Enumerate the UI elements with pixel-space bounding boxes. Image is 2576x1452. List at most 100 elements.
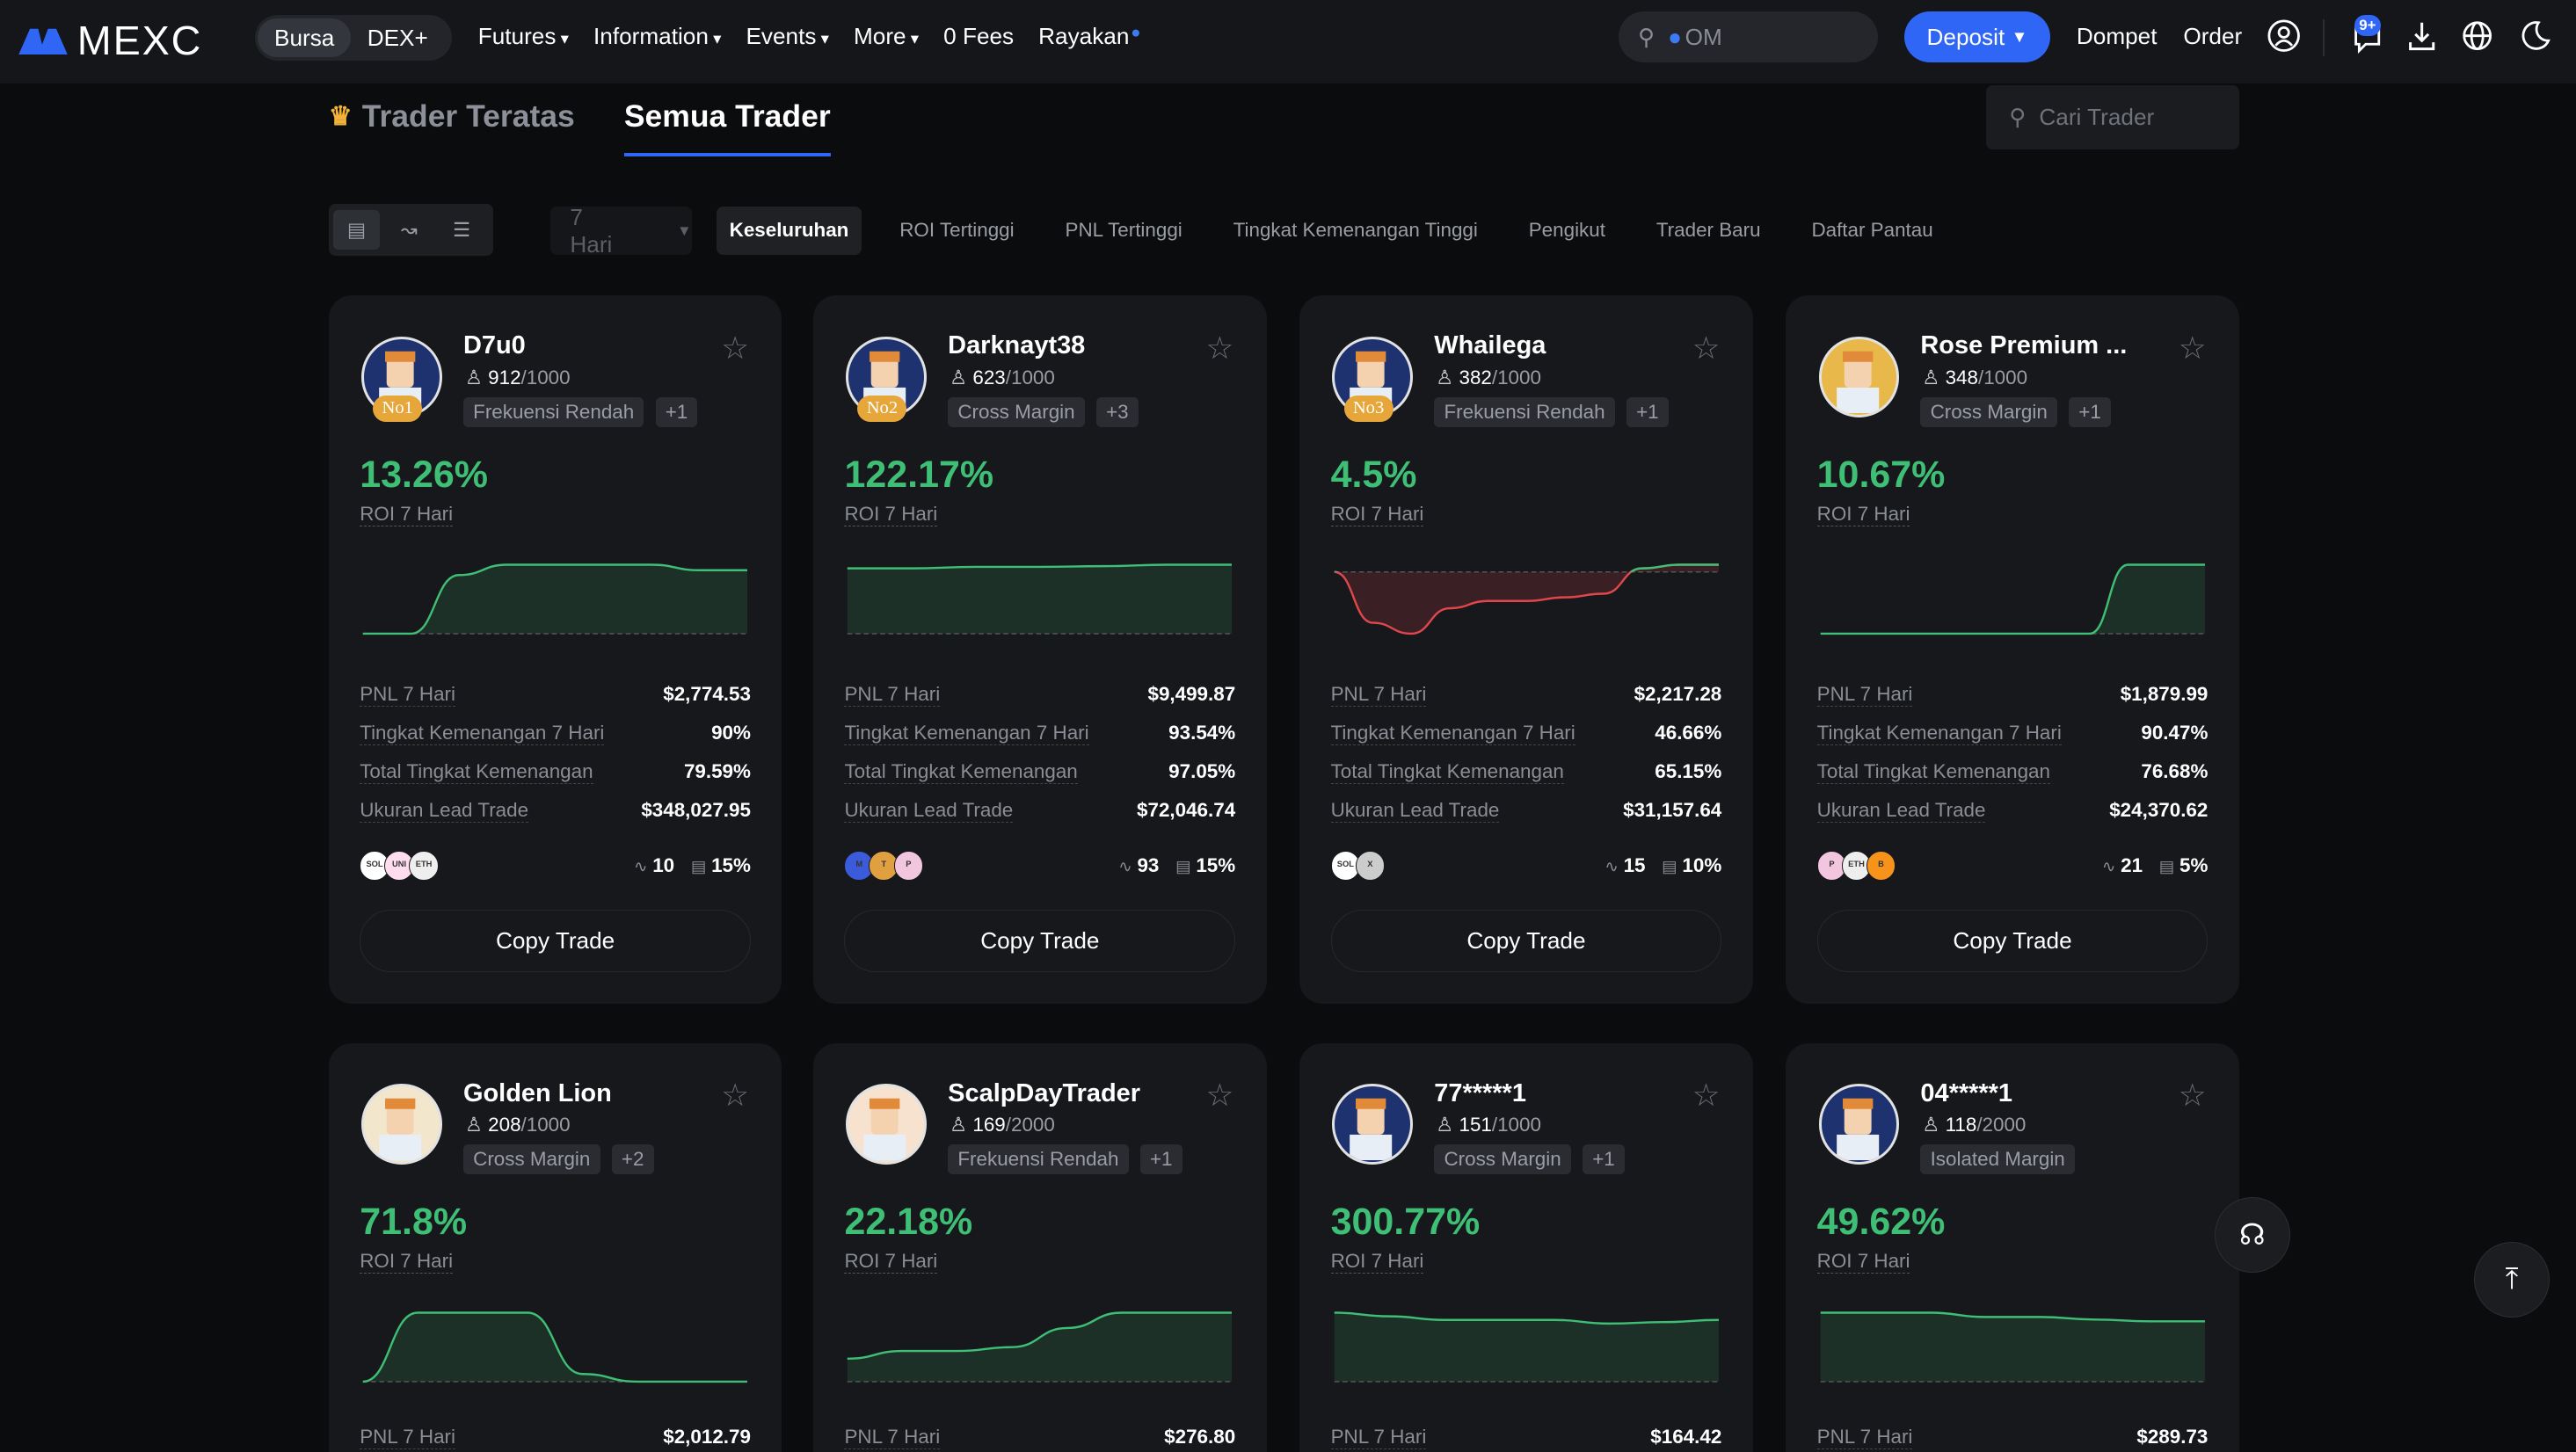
copy-trade-button[interactable]: Copy Trade <box>1816 910 2209 973</box>
filter-6[interactable]: Daftar Pantau <box>1811 219 1933 242</box>
roi-label[interactable]: ROI 7 Hari <box>844 502 938 526</box>
filter-4[interactable]: Pengikut <box>1528 219 1605 242</box>
roi-label[interactable]: ROI 7 Hari <box>360 1249 454 1274</box>
roi-label[interactable]: ROI 7 Hari <box>1330 502 1424 526</box>
avatar[interactable] <box>1818 337 1900 417</box>
market-search[interactable]: ⚲ ● OM <box>1618 11 1878 62</box>
trader-card[interactable]: Golden Lion ☆ ♙ 208/1000 Cross Margin +2 71.8… <box>328 1042 782 1452</box>
stat-label[interactable]: PNL 7 Hari <box>360 683 455 708</box>
stat-label[interactable]: PNL 7 Hari <box>1330 683 1427 708</box>
trader-card[interactable]: Rose Premium ... ☆ ♙ 348/1000 Cross Margin +… <box>1786 295 2239 1004</box>
globe-icon[interactable] <box>2461 19 2493 52</box>
stat-label[interactable]: Tingkat Kemenangan 7 Hari <box>360 722 605 746</box>
star-icon[interactable]: ☆ <box>721 1077 750 1113</box>
menu-item-2[interactable]: Events <box>746 23 829 50</box>
avatar[interactable] <box>846 1084 927 1165</box>
menu-item-5[interactable]: Rayakan <box>1038 23 1130 50</box>
trader-card[interactable]: No1 D7u0 ☆ ♙ 912/1000 Frekuensi Rendah +1 13.2… <box>328 295 782 1004</box>
support-button[interactable]: ☊ <box>2214 1197 2290 1274</box>
stat-label[interactable]: Total Tingkat Kemenangan <box>844 760 1078 785</box>
stat-label[interactable]: PNL 7 Hari <box>1816 683 1913 708</box>
copy-trade-label: Copy Trade <box>1953 927 2072 955</box>
avatar[interactable] <box>361 1084 442 1165</box>
stat-label[interactable]: PNL 7 Hari <box>1816 1426 1913 1450</box>
copy-trade-button[interactable]: Copy Trade <box>844 910 1236 973</box>
card-view-icon[interactable]: ▤ <box>333 210 380 250</box>
filter-2[interactable]: PNL Tertinggi <box>1065 219 1182 242</box>
tag: +1 <box>1626 397 1669 427</box>
stat-label[interactable]: Tingkat Kemenangan 7 Hari <box>1816 722 2062 746</box>
tab-bursa[interactable]: Bursa <box>258 18 352 58</box>
stat-label[interactable]: Total Tingkat Kemenangan <box>360 760 593 785</box>
coin-list: P ETH B <box>1816 850 1896 881</box>
roi-label[interactable]: ROI 7 Hari <box>1330 1249 1424 1274</box>
trader-name[interactable]: ScalpDayTrader <box>948 1078 1141 1107</box>
stat-label[interactable]: PNL 7 Hari <box>844 683 941 708</box>
filter-3[interactable]: Tingkat Kemenangan Tinggi <box>1233 219 1478 242</box>
avatar[interactable] <box>1818 1084 1900 1165</box>
sparkline-line <box>362 1310 748 1383</box>
roi-label[interactable]: ROI 7 Hari <box>844 1249 938 1274</box>
star-icon[interactable]: ☆ <box>1205 330 1234 366</box>
stat-label[interactable]: PNL 7 Hari <box>844 1426 941 1450</box>
trader-name[interactable]: D7u0 <box>462 331 526 360</box>
order-link[interactable]: Order <box>2183 23 2243 50</box>
star-icon[interactable]: ☆ <box>1692 330 1721 366</box>
stat-label[interactable]: Total Tingkat Kemenangan <box>1816 760 2050 785</box>
menu-item-4[interactable]: 0 Fees <box>943 23 1015 50</box>
user-icon[interactable] <box>2267 19 2300 53</box>
stat-label[interactable]: Ukuran Lead Trade <box>1816 799 1986 824</box>
deposit-button[interactable]: Deposit ▼ <box>1903 11 2050 62</box>
avatar[interactable] <box>1332 1084 1413 1165</box>
roi-label[interactable]: ROI 7 Hari <box>1816 502 1910 526</box>
star-icon[interactable]: ☆ <box>2178 330 2207 366</box>
roi-label[interactable]: ROI 7 Hari <box>1816 1249 1910 1274</box>
copy-trade-button[interactable]: Copy Trade <box>360 910 751 973</box>
chart-view-icon[interactable]: ↝ <box>400 218 418 241</box>
star-icon[interactable]: ☆ <box>1205 1077 1234 1113</box>
trader-card[interactable]: No2 Darknayt38 ☆ ♙ 623/1000 Cross Margin +3 12… <box>812 295 1267 1004</box>
stat-label[interactable]: Ukuran Lead Trade <box>844 799 1014 824</box>
trader-name[interactable]: 04*****1 <box>1920 1078 2013 1107</box>
copy-trade-button[interactable]: Copy Trade <box>1330 910 1722 973</box>
stat-label[interactable]: Ukuran Lead Trade <box>360 799 529 824</box>
stat-label[interactable]: Ukuran Lead Trade <box>1330 799 1500 824</box>
trader-name[interactable]: Golden Lion <box>462 1078 612 1107</box>
filter-5[interactable]: Trader Baru <box>1655 219 1761 242</box>
wallet-link[interactable]: Dompet <box>2076 23 2158 50</box>
tab-top-traders[interactable]: ♛ Trader Teratas <box>329 98 575 134</box>
menu-item-0[interactable]: Futures <box>478 23 569 50</box>
trader-search-input[interactable]: ⚲ Cari Trader <box>1986 85 2239 150</box>
trader-card[interactable]: 77*****1 ☆ ♙ 151/1000 Cross Margin +1 300.77%… <box>1299 1042 1753 1452</box>
tab-all-traders[interactable]: Semua Trader <box>623 98 831 156</box>
activity-icon: ∿ <box>633 856 648 875</box>
stat-label[interactable]: Total Tingkat Kemenangan <box>1330 760 1564 785</box>
filter-1[interactable]: ROI Tertinggi <box>899 219 1015 242</box>
download-icon[interactable] <box>2405 19 2438 52</box>
trader-name[interactable]: Rose Premium ... <box>1920 331 2128 360</box>
trader-name[interactable]: Whailega <box>1434 331 1546 360</box>
trader-card[interactable]: 04*****1 ☆ ♙ 118/2000 Isolated Margin 49.62%… <box>1786 1042 2239 1452</box>
menu-item-3[interactable]: More <box>854 23 919 50</box>
menu-item-1[interactable]: Information <box>593 23 721 50</box>
tab-dex[interactable]: DEX+ <box>367 24 428 51</box>
mexc-logo[interactable]: MEXC <box>18 17 203 64</box>
trader-name[interactable]: Darknayt38 <box>948 331 1086 360</box>
star-icon[interactable]: ☆ <box>1692 1077 1721 1113</box>
dark-mode-icon[interactable] <box>2519 19 2551 52</box>
crown-icon: ♛ <box>328 102 353 132</box>
star-icon[interactable]: ☆ <box>721 330 750 366</box>
filter-0[interactable]: Keseluruhan <box>716 207 862 255</box>
stat-label[interactable]: Tingkat Kemenangan 7 Hari <box>844 722 1089 746</box>
trader-name[interactable]: 77*****1 <box>1434 1078 1526 1107</box>
scroll-top-button[interactable]: ⤒ <box>2474 1241 2551 1318</box>
stat-label[interactable]: PNL 7 Hari <box>360 1426 455 1450</box>
star-icon[interactable]: ☆ <box>2178 1077 2207 1113</box>
roi-label[interactable]: ROI 7 Hari <box>360 502 454 526</box>
list-view-icon[interactable]: ☰ <box>452 218 471 241</box>
stat-label[interactable]: PNL 7 Hari <box>1330 1426 1427 1450</box>
trader-card[interactable]: No3 Whailega ☆ ♙ 382/1000 Frekuensi Rendah +1… <box>1299 295 1753 1004</box>
trader-card[interactable]: ScalpDayTrader ☆ ♙ 169/2000 Frekuensi Renda… <box>812 1042 1267 1452</box>
period-select[interactable]: 7 Hari ▼ <box>549 204 692 258</box>
stat-label[interactable]: Tingkat Kemenangan 7 Hari <box>1330 722 1575 746</box>
